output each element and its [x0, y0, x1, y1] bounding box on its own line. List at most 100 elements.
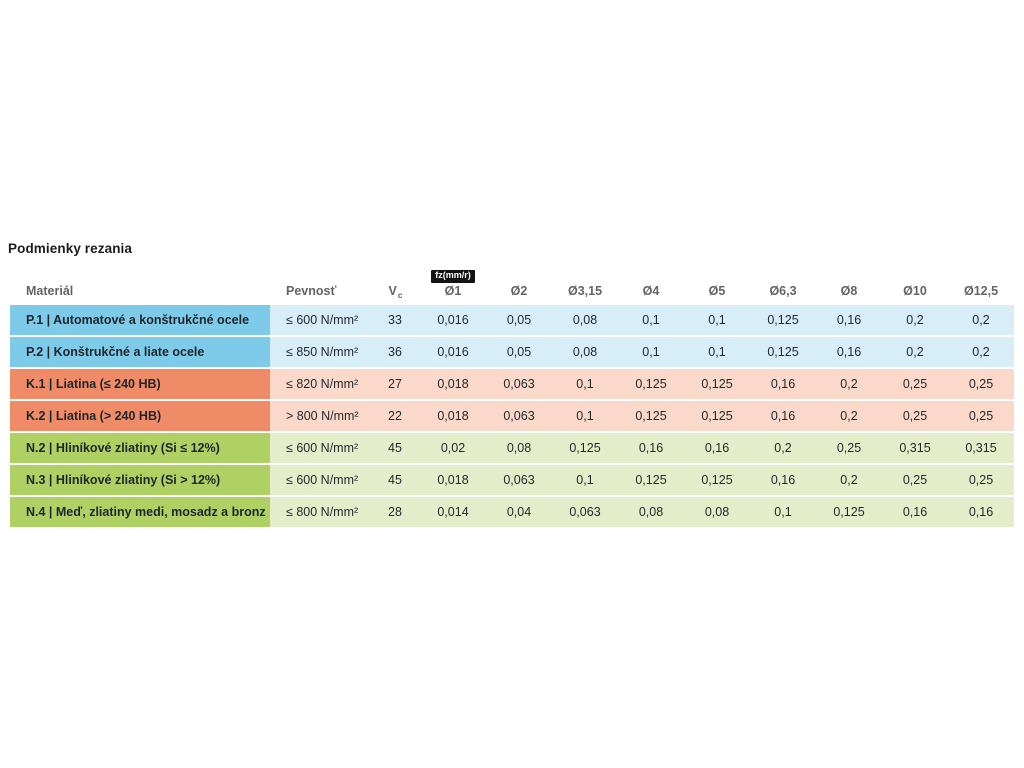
feed-value-cell: 0,018: [437, 473, 469, 487]
material-cell: P.2 | Konštrukčné a liate ocele: [10, 337, 270, 367]
feed-value-cell: 0,063: [503, 377, 535, 391]
material-cell: N.2 | Hliníkové zliatiny (Si ≤ 12%): [10, 433, 270, 463]
feed-value-cell: 0,125: [767, 313, 799, 327]
feed-value-cell: 0,08: [572, 345, 598, 359]
cutting-speed-cell: 27: [388, 377, 402, 391]
feed-value-cell: 0,16: [968, 505, 994, 519]
feed-value-cell: 0,08: [506, 441, 532, 455]
feed-value-cell: 0,25: [902, 377, 928, 391]
feed-value-cell: 0,16: [704, 441, 730, 455]
column-header-diameter: Ø10: [903, 284, 927, 299]
diameter-label: Ø1: [444, 284, 462, 299]
feed-value-cell: 0,1: [576, 473, 594, 487]
feed-value-cell: 0,1: [576, 377, 594, 391]
cutting-speed-cell: 36: [388, 345, 402, 359]
column-header-diameter: Ø12,5: [963, 284, 999, 299]
column-header-diameter: fz(mm/r) Ø1: [420, 268, 486, 305]
column-header-vc: Vc: [370, 284, 420, 305]
table-header-row: Materiál Pevnosť Vc fz(mm/r) Ø1 Ø2 Ø3,15 Ø4 Ø…: [10, 264, 1014, 305]
feed-value-cell: 0,2: [972, 345, 990, 359]
material-cell: K.2 | Liatina (> 240 HB): [10, 401, 270, 431]
feed-value-cell: 0,315: [965, 441, 997, 455]
feed-value-cell: 0,016: [437, 345, 469, 359]
feed-value-cell: 0,063: [503, 473, 535, 487]
strength-cell: ≤ 600 N/mm²: [286, 473, 359, 487]
feed-value-cell: 0,25: [968, 377, 994, 391]
material-cell: N.4 | Meď, zliatiny medi, mosadz a bronz: [10, 497, 270, 527]
feed-value-cell: 0,16: [770, 409, 796, 423]
feed-value-cell: 0,2: [840, 473, 858, 487]
feed-value-cell: 0,125: [635, 377, 667, 391]
column-header-diameter: Ø3,15: [567, 284, 603, 299]
feed-value-cell: 0,16: [902, 505, 928, 519]
column-header-material: Materiál: [26, 284, 74, 299]
page-title: Podmienky rezania: [8, 241, 132, 256]
table-row: K.2 | Liatina (> 240 HB) > 800 N/mm² 22 0,0…: [10, 401, 1014, 431]
feed-value-cell: 0,2: [906, 313, 924, 327]
feed-value-cell: 0,16: [836, 345, 862, 359]
vc-symbol: V: [388, 284, 397, 299]
vc-subscript: c: [397, 290, 403, 301]
material-cell: N.3 | Hliníkové zliatiny (Si > 12%): [10, 465, 270, 495]
feed-value-cell: 0,125: [767, 345, 799, 359]
feed-header-group: fz(mm/r) Ø1: [431, 270, 475, 299]
table-row: N.4 | Meď, zliatiny medi, mosadz a bronz…: [10, 497, 1014, 527]
feed-value-cell: 0,125: [635, 409, 667, 423]
cutting-speed-cell: 33: [388, 313, 402, 327]
feed-unit-badge: fz(mm/r): [431, 270, 475, 284]
column-header-diameter: Ø5: [708, 284, 726, 299]
feed-value-cell: 0,1: [774, 505, 792, 519]
feed-value-cell: 0,02: [440, 441, 466, 455]
feed-value-cell: 0,16: [638, 441, 664, 455]
feed-value-cell: 0,063: [503, 409, 535, 423]
feed-value-cell: 0,063: [569, 505, 601, 519]
feed-value-cell: 0,08: [704, 505, 730, 519]
feed-value-cell: 0,1: [708, 313, 726, 327]
feed-value-cell: 0,16: [836, 313, 862, 327]
feed-value-cell: 0,1: [576, 409, 594, 423]
strength-cell: ≤ 850 N/mm²: [286, 345, 359, 359]
feed-value-cell: 0,018: [437, 409, 469, 423]
material-cell: P.1 | Automatové a konštrukčné ocele: [10, 305, 270, 335]
feed-value-cell: 0,125: [833, 505, 865, 519]
feed-value-cell: 0,125: [569, 441, 601, 455]
feed-value-cell: 0,018: [437, 377, 469, 391]
strength-cell: ≤ 600 N/mm²: [286, 313, 359, 327]
table-row: K.1 | Liatina (≤ 240 HB) ≤ 820 N/mm² 27 0,0…: [10, 369, 1014, 399]
feed-value-cell: 0,25: [968, 473, 994, 487]
feed-value-cell: 0,25: [902, 409, 928, 423]
feed-value-cell: 0,125: [701, 409, 733, 423]
column-header-strength: Pevnosť: [286, 284, 337, 299]
table-row: N.3 | Hliníkové zliatiny (Si > 12%) ≤ 600…: [10, 465, 1014, 495]
feed-value-cell: 0,315: [899, 441, 931, 455]
table-row: N.2 | Hliníkové zliatiny (Si ≤ 12%) ≤ 600…: [10, 433, 1014, 463]
feed-value-cell: 0,1: [642, 313, 660, 327]
feed-value-cell: 0,1: [708, 345, 726, 359]
feed-value-cell: 0,08: [572, 313, 598, 327]
column-header-diameter: Ø8: [840, 284, 858, 299]
cutting-speed-cell: 22: [388, 409, 402, 423]
feed-value-cell: 0,014: [437, 505, 469, 519]
feed-value-cell: 0,25: [968, 409, 994, 423]
material-cell: K.1 | Liatina (≤ 240 HB): [10, 369, 270, 399]
feed-value-cell: 0,05: [506, 345, 532, 359]
feed-value-cell: 0,25: [836, 441, 862, 455]
column-header-diameter: Ø4: [642, 284, 660, 299]
strength-cell: ≤ 820 N/mm²: [286, 377, 359, 391]
cutting-speed-cell: 45: [388, 473, 402, 487]
table-row: P.1 | Automatové a konštrukčné ocele ≤ 60…: [10, 305, 1014, 335]
feed-value-cell: 0,08: [638, 505, 664, 519]
feed-value-cell: 0,2: [774, 441, 792, 455]
feed-value-cell: 0,125: [701, 377, 733, 391]
cutting-speed-cell: 28: [388, 505, 402, 519]
feed-value-cell: 0,125: [635, 473, 667, 487]
table-row: P.2 | Konštrukčné a liate ocele ≤ 850 N/m…: [10, 337, 1014, 367]
cutting-speed-cell: 45: [388, 441, 402, 455]
feed-value-cell: 0,2: [972, 313, 990, 327]
feed-value-cell: 0,2: [840, 377, 858, 391]
feed-value-cell: 0,16: [770, 473, 796, 487]
strength-cell: ≤ 600 N/mm²: [286, 441, 359, 455]
feed-value-cell: 0,125: [701, 473, 733, 487]
feed-value-cell: 0,25: [902, 473, 928, 487]
